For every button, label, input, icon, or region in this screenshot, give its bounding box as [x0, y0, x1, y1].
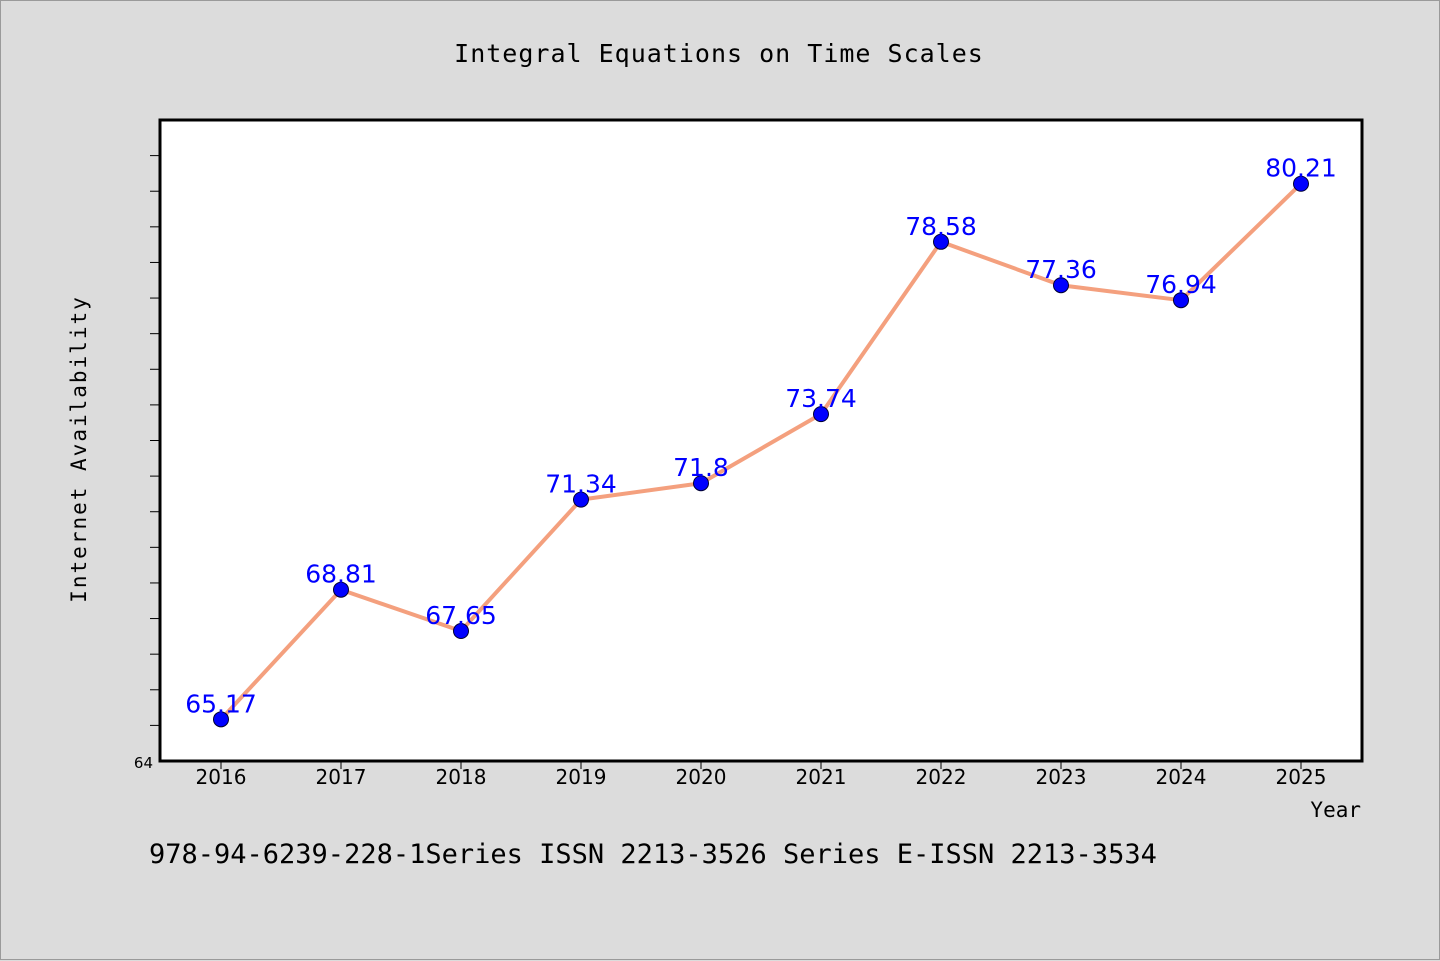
- data-label: 80.21: [1265, 154, 1337, 183]
- x-tick-label: 2023: [1036, 765, 1087, 789]
- data-label: 71.8: [673, 453, 729, 482]
- data-point: [573, 491, 589, 508]
- series-line-segment: [1059, 283, 1183, 303]
- data-label: 65.17: [185, 689, 257, 718]
- x-tick-label: 2017: [316, 765, 367, 789]
- data-label: 76.94: [1145, 270, 1217, 299]
- chart-title: Integral Equations on Time Scales: [454, 39, 984, 68]
- x-tick-label: 2020: [676, 765, 727, 789]
- data-point: [813, 406, 829, 423]
- data-point: [1293, 175, 1309, 192]
- plot-area: [158, 118, 1364, 763]
- footer-text: 978-94-6239-228-1Series ISSN 2213-3526 S…: [149, 839, 1157, 870]
- x-axis-ticks: [220, 761, 1302, 769]
- series-data-labels: 65.17 68.81 67.65 71.34 71.8 73.74 78.58 77.36 7…: [185, 154, 1337, 719]
- data-point: [693, 475, 709, 492]
- x-tick-label: 2019: [556, 765, 607, 789]
- data-point: [453, 623, 469, 640]
- data-label: 78.58: [905, 212, 977, 241]
- data-label: 67.65: [425, 601, 497, 630]
- series-line-group: [219, 181, 1303, 722]
- x-axis-label: Year: [1310, 798, 1361, 822]
- series-line-segment: [1179, 181, 1303, 303]
- series-line-segment: [819, 239, 943, 417]
- data-label: 71.34: [545, 470, 617, 499]
- data-point: [333, 581, 349, 598]
- data-point: [213, 711, 229, 728]
- x-tick-label: 2022: [916, 765, 967, 789]
- y-axis-ticks: [150, 155, 160, 726]
- x-tick-label: 2024: [1156, 765, 1207, 789]
- data-point: [1053, 277, 1069, 294]
- series-line-segment: [459, 497, 583, 634]
- x-axis-tick-labels: 2016 2017 2018 2019 2020 2021 2022 2023 2024 2025: [196, 765, 1327, 789]
- series-line-segment: [939, 239, 1063, 288]
- data-label: 68.81: [305, 560, 377, 589]
- series-markers: [213, 175, 1309, 728]
- data-label: 73.74: [785, 384, 857, 413]
- x-tick-label: 2016: [196, 765, 247, 789]
- y-tick-label: 64: [134, 754, 153, 772]
- series-line-segment: [699, 412, 823, 486]
- y-axis-label: Internet Availability: [67, 295, 91, 603]
- data-label: 77.36: [1025, 255, 1097, 284]
- series-line-segment: [219, 587, 343, 722]
- series-line-segment: [339, 587, 463, 634]
- x-tick-label: 2021: [796, 765, 847, 789]
- x-tick-label: 2025: [1276, 765, 1327, 789]
- data-point: [1173, 292, 1189, 309]
- series-line-segment: [579, 481, 703, 502]
- x-tick-label: 2018: [436, 765, 487, 789]
- data-point: [933, 233, 949, 250]
